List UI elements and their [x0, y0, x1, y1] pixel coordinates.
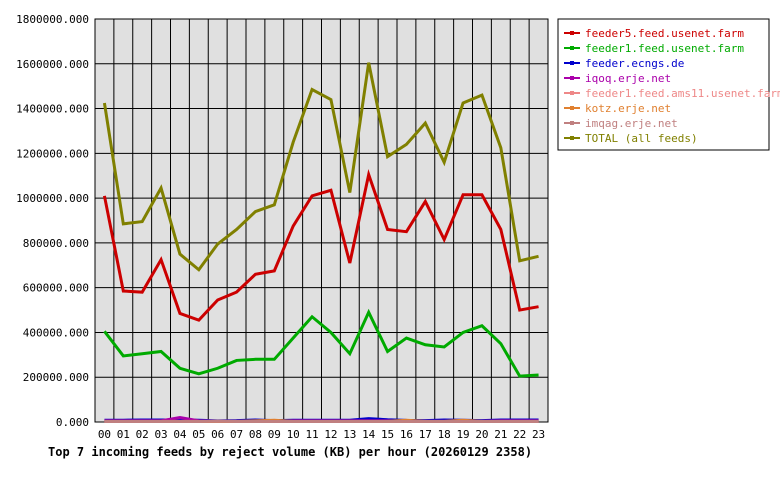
x-tick-label: 10 — [287, 428, 300, 441]
x-tick-label: 03 — [154, 428, 167, 441]
x-tick-label: 23 — [532, 428, 545, 441]
x-tick-label: 21 — [494, 428, 507, 441]
x-tick-label: 16 — [400, 428, 413, 441]
x-tick-label: 12 — [324, 428, 337, 441]
y-tick-label: 400000.000 — [23, 326, 89, 339]
y-tick-label: 1200000.000 — [16, 147, 89, 160]
x-axis: 00 01 02 03 04 05 06 07 08 09 10 11 12 13 14 15 16 17 18 19… — [98, 428, 545, 441]
legend-entry: feeder5.feed.usenet.farm — [585, 27, 744, 40]
x-tick-label: 14 — [362, 428, 376, 441]
legend-entry: TOTAL (all feeds) — [585, 132, 698, 145]
y-tick-label: 1400000.000 — [16, 103, 89, 116]
y-tick-label: 200000.000 — [23, 371, 89, 384]
y-tick-label: 1600000.000 — [16, 58, 89, 71]
legend-marker-0 — [570, 31, 574, 35]
legend-entry: iqoq.erje.net — [585, 72, 671, 85]
x-tick-label: 20 — [475, 428, 488, 441]
x-tick-label: 22 — [513, 428, 526, 441]
x-tick-label: 13 — [343, 428, 356, 441]
legend-entry: imqag.erje.net — [585, 117, 678, 130]
legend-marker-6 — [570, 121, 574, 125]
legend: feeder5.feed.usenet.farm feeder1.feed.use… — [558, 19, 780, 150]
legend-entry: kotz.erje.net — [585, 102, 671, 115]
legend-entry: feeder1.feed.usenet.farm — [585, 42, 744, 55]
x-tick-label: 04 — [173, 428, 187, 441]
y-tick-label: 1800000.000 — [16, 13, 89, 26]
x-tick-label: 11 — [305, 428, 318, 441]
legend-marker-3 — [570, 76, 574, 80]
legend-marker-4 — [570, 91, 574, 95]
x-tick-label: 00 — [98, 428, 111, 441]
x-tick-label: 09 — [268, 428, 281, 441]
legend-marker-7 — [570, 136, 574, 140]
y-tick-label: 600000.000 — [23, 282, 89, 295]
x-tick-label: 01 — [117, 428, 130, 441]
y-tick-label: 800000.000 — [23, 237, 89, 250]
legend-marker-5 — [570, 106, 574, 110]
legend-marker-2 — [570, 61, 574, 65]
chart-title: Top 7 incoming feeds by reject volume (K… — [48, 445, 532, 459]
y-tick-label: 1000000.000 — [16, 192, 89, 205]
y-axis: 0.000 200000.000 400000.000 600000.000 80000… — [16, 13, 89, 429]
legend-entry: feeder.ecngs.de — [585, 57, 684, 70]
x-tick-label: 07 — [230, 428, 243, 441]
x-tick-label: 15 — [381, 428, 394, 441]
x-tick-label: 17 — [419, 428, 432, 441]
legend-marker-1 — [570, 46, 574, 50]
x-tick-label: 02 — [136, 428, 149, 441]
x-tick-label: 19 — [456, 428, 469, 441]
x-tick-label: 18 — [438, 428, 451, 441]
legend-entry: feeder1.feed.ams11.usenet.farm — [585, 87, 780, 100]
x-tick-label: 08 — [249, 428, 262, 441]
y-tick-label: 0.000 — [56, 416, 89, 429]
x-tick-label: 05 — [192, 428, 205, 441]
x-tick-label: 06 — [211, 428, 224, 441]
